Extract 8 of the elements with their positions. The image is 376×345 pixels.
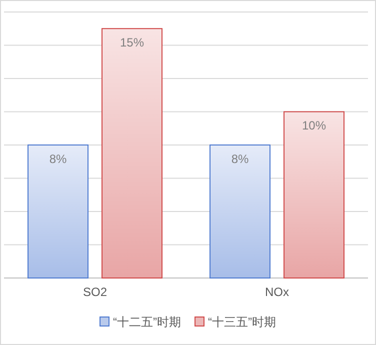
x-tick-label: SO2 <box>82 285 108 299</box>
data-label: 8% <box>49 152 67 166</box>
data-label: 8% <box>231 152 249 166</box>
data-label: 15% <box>120 36 144 50</box>
legend-label: “十三五”时期 <box>208 315 276 329</box>
legend-label: “十二五”时期 <box>113 315 181 329</box>
data-label: 10% <box>302 118 326 133</box>
x-tick-label: NOx <box>265 285 289 299</box>
